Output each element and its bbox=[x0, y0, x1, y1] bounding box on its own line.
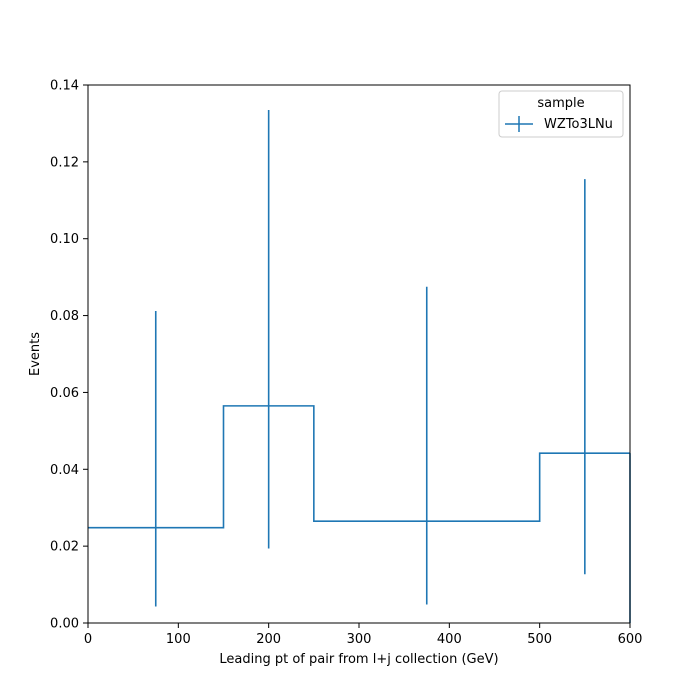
legend-title: sample bbox=[537, 96, 584, 111]
axes: 0 100 200 300 400 500 600 0.00 0.02 0.04 0.06 0.08 0… bbox=[28, 79, 642, 668]
y-tick-label: 0.10 bbox=[50, 232, 79, 247]
legend: sample WZTo3LNu bbox=[498, 90, 624, 138]
x-tick-label: 0 bbox=[84, 632, 92, 647]
x-tick-label: 200 bbox=[256, 632, 281, 647]
y-tick-label: 0.12 bbox=[50, 155, 79, 170]
y-tick-label: 0.00 bbox=[50, 617, 79, 632]
y-tick-label: 0.04 bbox=[50, 463, 79, 478]
y-tick-label: 0.02 bbox=[50, 540, 79, 555]
y-tick-label: 0.14 bbox=[50, 79, 79, 94]
legend-box bbox=[498, 90, 624, 138]
x-tick-label: 100 bbox=[166, 632, 191, 647]
x-tick-label: 400 bbox=[437, 632, 462, 647]
histogram-step-line bbox=[88, 405, 630, 529]
y-axis-label: Events bbox=[28, 332, 43, 376]
y-tick-label: 0.08 bbox=[50, 309, 79, 324]
x-tick-label: 300 bbox=[347, 632, 372, 647]
legend-series-label: WZTo3LNu bbox=[544, 117, 613, 132]
x-tick-label: 600 bbox=[618, 632, 643, 647]
x-axis-label: Leading pt of pair from l+j collection (… bbox=[219, 652, 498, 667]
y-tick-label: 0.06 bbox=[50, 386, 79, 401]
x-tick-label: 500 bbox=[527, 632, 552, 647]
